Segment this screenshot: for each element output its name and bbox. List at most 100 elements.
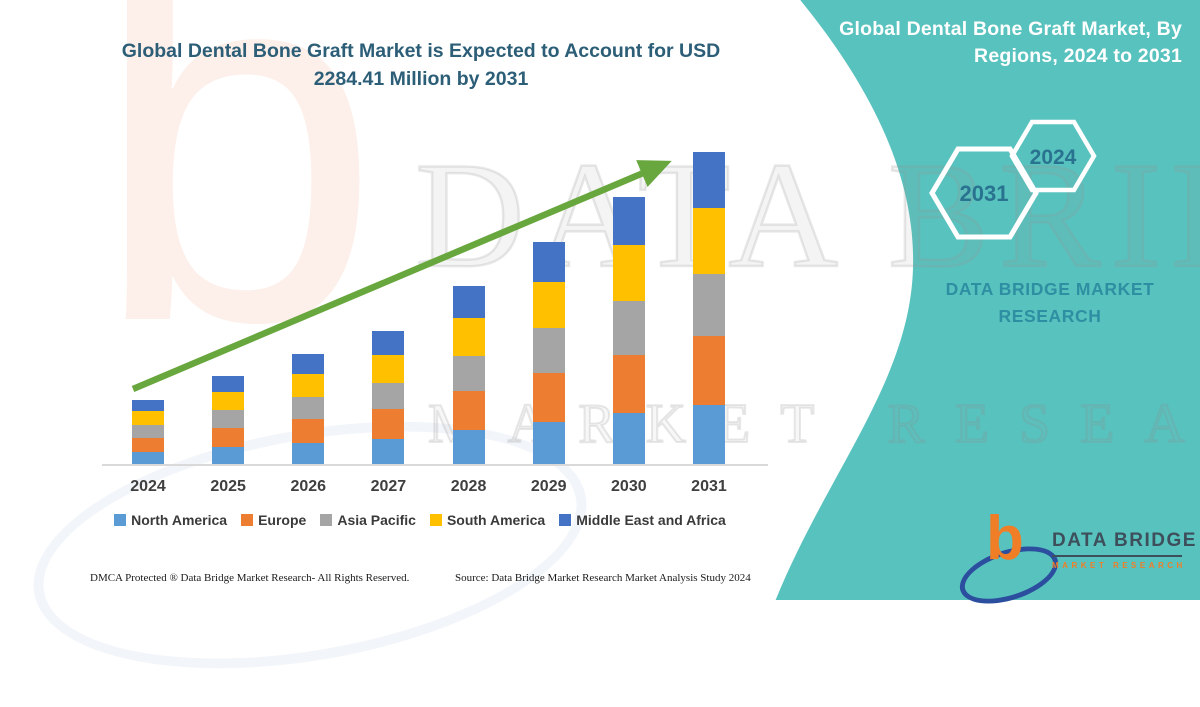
bar-segment-2024-middle-east-and-africa <box>132 399 164 412</box>
logo-subtext: MARKET RESEARCH <box>1052 561 1186 570</box>
side-panel-title-line2: Regions, 2024 to 2031 <box>974 44 1182 67</box>
bar-2027 <box>372 330 405 464</box>
logo-text-block: DATA BRIDGE MARKET RESEARCH <box>1052 530 1195 570</box>
legend-label: Asia Pacific <box>337 512 416 528</box>
legend-swatch-icon <box>429 514 442 526</box>
bar-segment-2025-europe <box>212 427 245 448</box>
x-label-2030: 2030 <box>611 478 647 495</box>
bar-segment-2031-europe <box>692 336 725 405</box>
dmca-copyright-text: DMCA Protected ® Data Bridge Market Rese… <box>90 572 410 584</box>
hexagon-badges: 2031 2024 <box>929 119 1097 240</box>
bar-2031 <box>692 152 725 464</box>
x-label-2027: 2027 <box>370 478 407 495</box>
bar-2028 <box>452 286 485 464</box>
legend-swatch-icon <box>114 514 127 526</box>
hexagon-2031 <box>929 146 1039 240</box>
hexagon-2031-label: 2031 <box>960 181 1009 206</box>
bar-segment-2025-asia-pacific <box>212 410 245 428</box>
bar-segment-2028-south-america <box>452 318 485 356</box>
side-panel-background <box>775 0 1200 600</box>
chart-title-line2: 2284.41 Million by 2031 <box>313 67 529 90</box>
chart-title: Global Dental Bone Graft Market is Expec… <box>110 38 732 93</box>
bar-segment-2025-south-america <box>212 391 245 411</box>
bar-segment-2031-north-america <box>692 404 725 464</box>
bar-segment-2025-north-america <box>212 447 245 464</box>
bar-segment-2031-south-america <box>692 208 725 274</box>
bar-segment-2027-south-america <box>372 354 405 383</box>
hexagon-2024 <box>1009 119 1097 193</box>
bar-segment-2030-south-america <box>612 245 645 302</box>
bar-segment-2026-north-america <box>292 443 325 464</box>
side-panel-title-line1: Global Dental Bone Graft Market, By <box>839 18 1182 40</box>
source-text: Source: Data Bridge Market Research Mark… <box>455 572 751 584</box>
bar-segment-2030-north-america <box>612 413 645 464</box>
bar-segment-2027-asia-pacific <box>372 382 405 410</box>
bar-segment-2025-middle-east-and-africa <box>212 375 245 392</box>
logo-b-icon: b <box>986 504 1024 573</box>
bar-segment-2024-europe <box>132 437 164 452</box>
legend-item-asia-pacific: Asia Pacific <box>320 512 416 528</box>
bar-segment-2029-north-america <box>532 421 565 464</box>
x-label-2024: 2024 <box>130 478 166 495</box>
legend-item-south-america: South America <box>429 512 546 528</box>
bar-segment-2028-asia-pacific <box>452 355 485 392</box>
side-panel-title: Global Dental Bone Graft Market, By Regi… <box>810 16 1182 70</box>
x-label-2031: 2031 <box>691 478 727 495</box>
brand-name-line1: DATA BRIDGE MARKET <box>945 279 1155 299</box>
bar-segment-2024-asia-pacific <box>132 424 164 438</box>
bar-segment-2024-south-america <box>132 411 164 425</box>
legend-item-europe: Europe <box>241 512 306 528</box>
legend-item-middle-east-and-africa: Middle East and Africa <box>559 512 726 528</box>
legend-swatch-icon <box>559 514 572 526</box>
brand-name-text: DATA BRIDGE MARKET RESEARCH <box>898 276 1200 330</box>
bar-segment-2026-middle-east-and-africa <box>292 354 325 374</box>
brand-name-line2: RESEARCH <box>998 306 1102 327</box>
bar-2030 <box>612 196 645 464</box>
stacked-bar-chart: 2024 2025 2026 2027 2028 2029 2030 2031 <box>102 152 768 495</box>
bar-segment-2026-europe <box>292 418 325 444</box>
bar-segment-2030-middle-east-and-africa <box>612 196 645 246</box>
bar-segment-2031-middle-east-and-africa <box>692 152 725 209</box>
legend-swatch-icon <box>241 514 254 526</box>
hexagon-2024-label: 2024 <box>1030 146 1077 169</box>
bar-segment-2026-south-america <box>292 373 325 397</box>
bar-segment-2029-middle-east-and-africa <box>532 242 565 282</box>
x-axis-line <box>102 464 768 466</box>
bar-2026 <box>292 354 325 464</box>
legend-label: North America <box>131 512 228 528</box>
bar-segment-2027-north-america <box>372 438 405 464</box>
bar-segment-2028-middle-east-and-africa <box>452 286 485 319</box>
trend-arrow-line <box>131 160 672 392</box>
trend-arrow <box>131 160 672 392</box>
chart-legend: North America Europe Asia Pacific South Ame… <box>88 512 752 528</box>
bar-segment-2026-asia-pacific <box>292 396 325 419</box>
bar-segment-2030-asia-pacific <box>612 301 645 355</box>
bar-2024 <box>132 399 164 464</box>
legend-label: Middle East and Africa <box>576 512 726 528</box>
bar-segment-2028-north-america <box>452 430 485 464</box>
legend-item-north-america: North America <box>114 512 227 528</box>
legend-label: Europe <box>258 512 307 528</box>
chart-title-line1: Global Dental Bone Graft Market is Expec… <box>121 40 721 62</box>
data-bridge-logo: b DATA BRIDGE MARKET RESEARCH <box>952 508 1195 615</box>
x-label-2025: 2025 <box>210 478 246 495</box>
bar-segment-2029-europe <box>532 372 565 422</box>
legend-label: South America <box>446 512 546 528</box>
x-label-2028: 2028 <box>450 478 487 495</box>
bar-2025 <box>212 375 245 464</box>
bar-segment-2028-europe <box>452 391 485 431</box>
x-label-2026: 2026 <box>290 478 327 495</box>
bar-segment-2029-asia-pacific <box>532 328 565 373</box>
bar-segment-2029-south-america <box>532 281 565 329</box>
bar-segment-2024-north-america <box>132 451 164 464</box>
logo-name: DATA BRIDGE <box>1052 530 1195 557</box>
bar-segment-2030-europe <box>612 354 645 414</box>
side-panel-curve <box>775 0 1200 600</box>
x-label-2029: 2029 <box>530 478 567 495</box>
watermark-b-logo: b <box>92 0 382 430</box>
bar-segment-2027-middle-east-and-africa <box>372 330 405 355</box>
bar-segment-2031-asia-pacific <box>692 273 725 336</box>
legend-swatch-icon <box>320 514 333 526</box>
bar-2029 <box>532 242 565 464</box>
bar-segment-2027-europe <box>372 409 405 439</box>
